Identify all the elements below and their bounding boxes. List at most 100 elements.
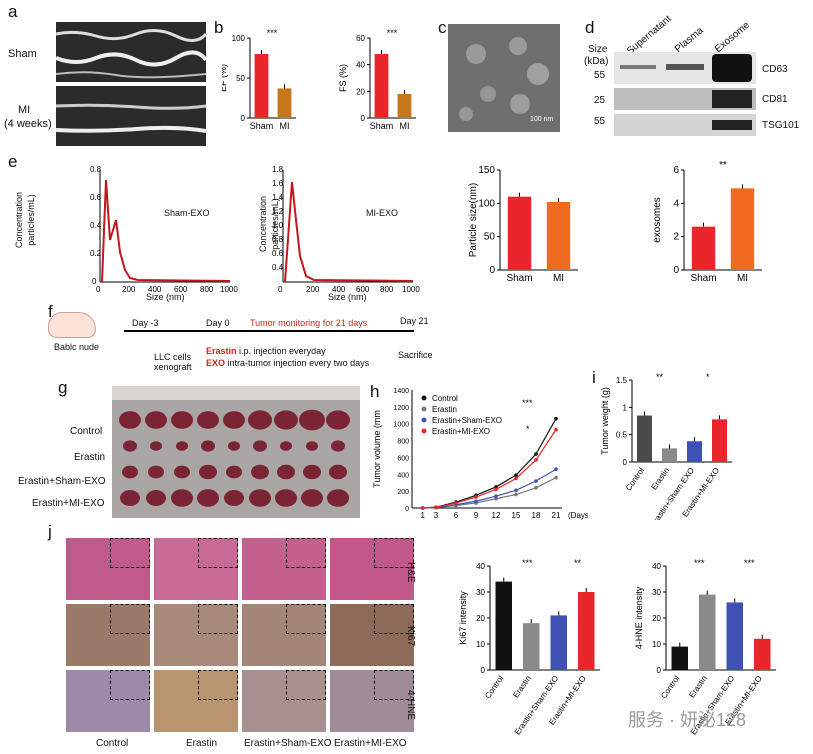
- mouse-label: Bablc nude: [54, 342, 100, 352]
- tumor: [199, 464, 217, 480]
- tumor: [150, 441, 162, 451]
- x-tick-label: Sham: [690, 273, 716, 284]
- data-point: [434, 505, 438, 510]
- bar: [687, 441, 702, 462]
- data-point: [494, 485, 498, 489]
- data-point: [494, 496, 498, 501]
- zoom-inset: [374, 604, 414, 634]
- x-tick-label: 6: [454, 511, 459, 520]
- nta-xlabel-2: Size (nm): [328, 292, 367, 302]
- tumor: [123, 440, 137, 452]
- tumor: [248, 410, 272, 430]
- bar: [726, 602, 743, 670]
- tumor-volume-chart: 0 200 400 600 800 1000 1200 1400 1 3 6 9 12 15 18 21 (Da…: [372, 388, 588, 520]
- tumor: [224, 490, 244, 506]
- panel-label-g: g: [58, 378, 68, 397]
- histology-tile: [154, 670, 238, 732]
- x-tick-label: Control: [483, 674, 505, 700]
- tumor: [120, 490, 140, 506]
- x-axis-label: (Days): [568, 511, 588, 520]
- svg-text:0: 0: [96, 285, 101, 294]
- histology-tile: [330, 604, 414, 666]
- timeline-cells: LLC cells: [154, 352, 192, 362]
- y-tick-label: 800: [397, 439, 409, 446]
- sig-label: ***: [522, 398, 533, 408]
- x-tick-label: Erastin: [511, 674, 533, 700]
- wb-label-cd81: CD81: [762, 94, 788, 105]
- tumor: [253, 440, 267, 452]
- bar: [374, 54, 389, 118]
- y-axis-label: EF (%): [222, 64, 228, 92]
- svg-text:0.8: 0.8: [272, 235, 284, 244]
- x-tick-label: 18: [532, 511, 541, 520]
- stain-ki67: Ki67: [405, 626, 416, 647]
- y-tick-label: 0: [657, 666, 662, 675]
- y-tick-label: 0: [241, 114, 246, 123]
- timeline-day-m3: Day -3: [132, 318, 159, 328]
- tem-scale-label: 100 nm: [530, 116, 554, 123]
- svg-text:600: 600: [356, 285, 370, 294]
- tumor: [171, 411, 193, 429]
- data-point: [514, 488, 518, 493]
- y-tick-label: 0: [481, 666, 486, 675]
- tumor: [226, 465, 242, 479]
- timeline-sacrifice: Sacrifice: [398, 350, 433, 360]
- wb-band-cd63: [614, 52, 756, 84]
- echo-image-mi: [56, 86, 206, 146]
- data-point: [494, 487, 498, 492]
- svg-text:0.4: 0.4: [90, 221, 102, 230]
- panel-label-h: h: [370, 382, 380, 401]
- sig-label: ***: [744, 558, 755, 568]
- y-tick-label: 6: [673, 165, 679, 176]
- y-axis-label: Ki67 intensity: [458, 591, 468, 645]
- x-tick-label: 3: [434, 511, 439, 520]
- data-point: [534, 458, 538, 462]
- watermark: 服务 · 妍泌128: [628, 710, 747, 730]
- wb-col-exosome: Exosome: [712, 19, 752, 55]
- treat-erastin: Erastin: [206, 346, 237, 356]
- panel-label-e: e: [8, 152, 18, 171]
- zoom-inset: [198, 670, 238, 700]
- y-axis-label: 4-HNE intensity: [634, 586, 644, 649]
- tumor: [274, 410, 298, 430]
- j-col-control: Control: [96, 738, 129, 749]
- y-tick-label: 1.5: [616, 376, 628, 385]
- svg-text:0.2: 0.2: [90, 249, 102, 258]
- tumor: [197, 411, 219, 429]
- g-row-erastin: Erastin: [74, 452, 106, 463]
- bar: [507, 196, 532, 270]
- data-point: [554, 416, 558, 421]
- exo-bar-charts: 0 50 100 150 Sham MI Particle size(nm) 0 2 4 6 Sham…: [468, 160, 762, 284]
- bar: [691, 226, 716, 270]
- y-tick-label: 20: [476, 614, 485, 623]
- tumor: [223, 411, 245, 429]
- svg-text:0.6: 0.6: [272, 249, 284, 258]
- y-tick-label: 20: [356, 87, 365, 96]
- nta-sham-label: Sham-EXO: [164, 208, 210, 218]
- tumor: [146, 490, 166, 506]
- legend-label: Erastin+Sham-EXO: [432, 416, 502, 425]
- j-col-mi: Erastin+MI-EXO: [334, 738, 407, 749]
- bar: [523, 623, 540, 670]
- y-tick-label: 100: [478, 198, 495, 209]
- y-tick-label: 10: [476, 640, 485, 649]
- echo-mi-label: MI: [18, 104, 31, 116]
- tumor: [251, 464, 269, 480]
- nta-mi-label: MI-EXO: [366, 208, 399, 218]
- bar: [662, 448, 677, 462]
- data-point: [474, 495, 478, 499]
- y-tick-label: 0: [489, 265, 495, 276]
- bar: [550, 615, 567, 670]
- tumor: [301, 489, 323, 507]
- tumor: [119, 411, 141, 429]
- histology-tile: [154, 604, 238, 666]
- sig-label: *: [526, 424, 530, 434]
- svg-text:1.6: 1.6: [272, 179, 284, 188]
- nta-ylabel-2b: particles/mL): [270, 198, 280, 250]
- tumor: [174, 465, 190, 479]
- timeline-day21: Day 21: [400, 316, 429, 326]
- wb-label-cd63: CD63: [762, 64, 788, 75]
- y-tick-label: 1000: [393, 422, 409, 429]
- y-tick-label: 40: [356, 61, 365, 70]
- g-row-mi: Erastin+MI-EXO: [32, 498, 105, 509]
